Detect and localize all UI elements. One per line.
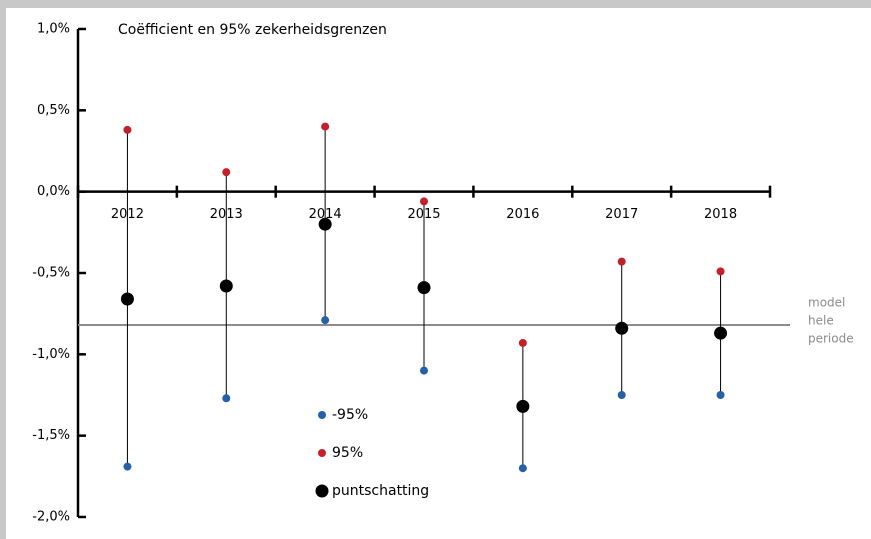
point [123,125,132,134]
legend-marker [318,449,326,457]
point [222,394,231,403]
reference-label: model [808,296,845,310]
x-tick-label: 2017 [605,207,638,222]
y-tick-label: -2,0% [32,510,70,525]
y-tick-label: -1,0% [32,347,70,362]
point [222,168,231,177]
reference-label: periode [808,332,854,346]
point [219,279,233,293]
legend-label: -95% [332,407,368,423]
legend-marker [315,484,329,498]
y-tick-label: -1,5% [32,428,70,443]
point [120,292,134,306]
left-band [0,0,6,539]
point [321,316,330,325]
point [417,281,431,295]
point [716,391,725,399]
reference-label: hele [808,314,834,328]
point [617,257,626,266]
y-tick-label: 0,0% [37,184,70,199]
x-tick-label: 2018 [704,207,737,222]
point [615,321,629,335]
y-tick-label: -0,5% [32,266,70,281]
y-tick-label: 1,0% [37,22,70,37]
point [420,197,428,206]
point [518,464,527,473]
point [321,122,330,131]
point [617,391,626,399]
point [516,399,530,413]
point [318,217,332,231]
legend-label: 95% [332,445,363,461]
top-band [0,0,871,8]
point [716,267,725,276]
point [420,366,428,375]
legend-label: puntschatting [332,483,429,499]
legend-marker [318,411,326,419]
y-tick-label: 0,5% [37,103,70,118]
chart-title: Coëfficient en 95% zekerheidsgrenzen [118,22,387,38]
x-tick-label: 2016 [506,207,539,222]
point [714,326,728,340]
point [518,338,527,347]
point [123,462,132,471]
